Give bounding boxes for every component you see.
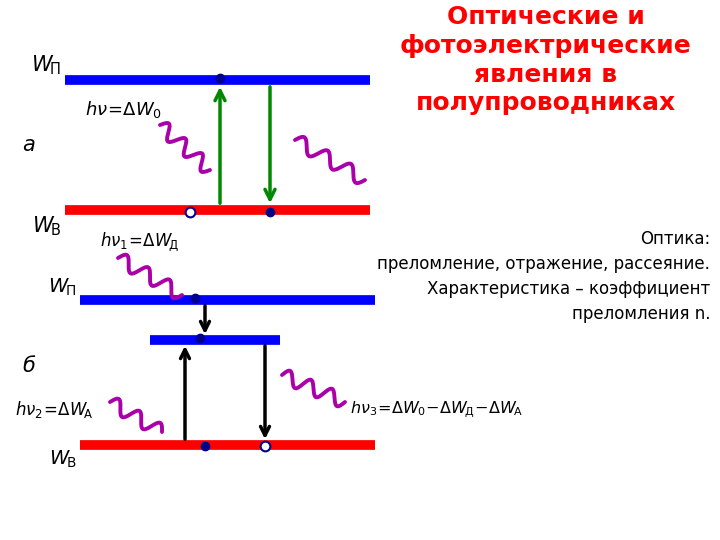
Text: $a$: $a$ [22,135,35,155]
Text: Оптические и
фотоэлектрические
явления в
полупроводниках: Оптические и фотоэлектрические явления в… [400,5,692,115]
Text: $h\nu\!=\!\Delta W_0$: $h\nu\!=\!\Delta W_0$ [85,99,162,120]
Text: Оптика:
преломление, отражение, рассеяние.
Характеристика – коэффициент
преломле: Оптика: преломление, отражение, рассеяни… [377,230,710,323]
Text: $W_{\!\text{В}}$: $W_{\!\text{В}}$ [32,214,61,238]
Text: $h\nu_1\!=\!\Delta W_{\!\text{Д}}$: $h\nu_1\!=\!\Delta W_{\!\text{Д}}$ [100,231,179,253]
Text: $W_{\!\Pi}$: $W_{\!\Pi}$ [31,53,61,77]
Text: $W_{\!\text{В}}$: $W_{\!\text{В}}$ [48,449,76,470]
Text: $W_{\!\Pi}$: $W_{\!\Pi}$ [48,276,76,298]
Text: $h\nu_3\!=\!\Delta W_0\!-\!\Delta W_{\!\text{Д}}\!-\!\Delta W_{\!\text{А}}$: $h\nu_3\!=\!\Delta W_0\!-\!\Delta W_{\!\… [350,400,523,420]
Text: $h\nu_2\!=\!\Delta W_{\!\text{А}}$: $h\nu_2\!=\!\Delta W_{\!\text{А}}$ [15,400,94,421]
Text: $б$: $б$ [22,354,36,375]
